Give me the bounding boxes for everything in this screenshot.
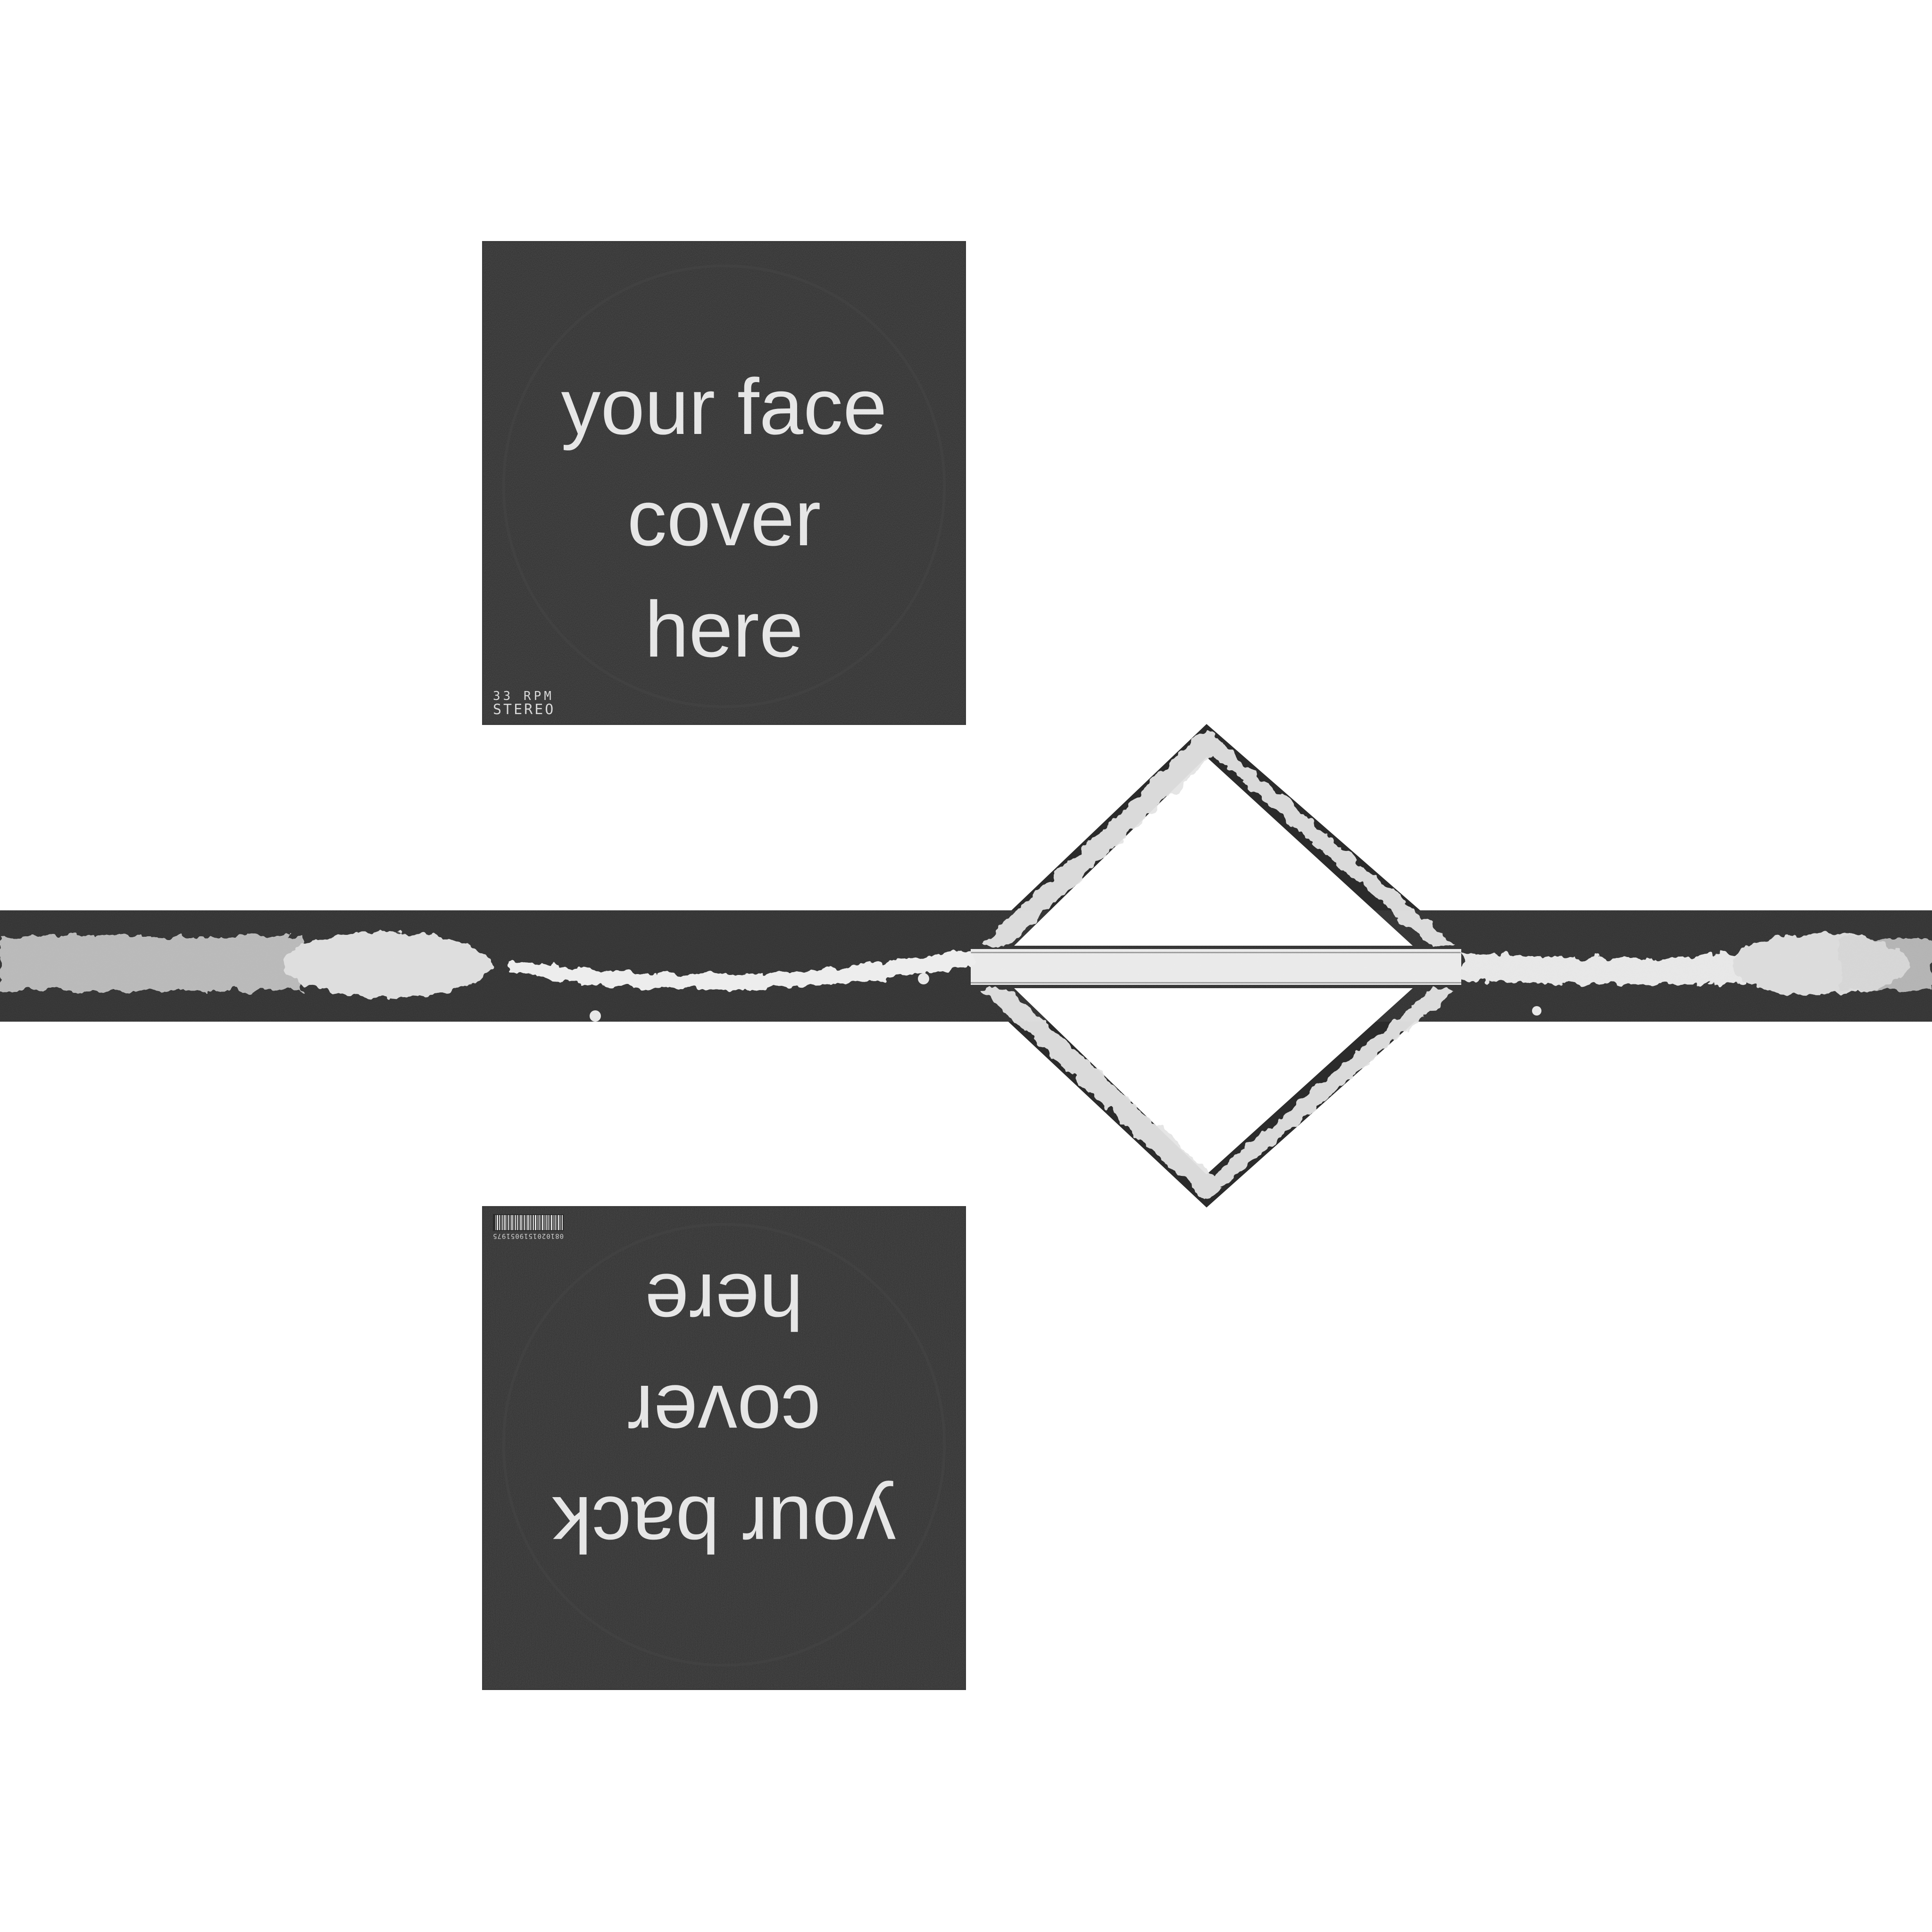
stereo-label: STEREO: [493, 701, 556, 718]
barcode-number: 0810201519051975: [492, 1232, 564, 1240]
rpm-label: 33 RPM: [493, 689, 554, 703]
front-cover-texture: [483, 242, 965, 724]
front-cover-title: your face cover here: [483, 351, 965, 685]
back-cover-texture: [483, 1208, 965, 1689]
title-line: your face: [561, 362, 887, 451]
title-line: cover: [627, 474, 821, 562]
record-ring-wear: [502, 264, 946, 708]
barcode-group-rotated: 0810201519051975: [483, 1208, 965, 1689]
back-cover-placeholder[interactable]: your back cover here 0810201519051975: [482, 1206, 966, 1690]
lower-flap-cutout: [1014, 988, 1413, 1174]
front-cover-placeholder[interactable]: your face cover here 33 RPM STEREO: [482, 241, 966, 725]
flap-paint: [981, 730, 1455, 1200]
upper-flap-cutout: [1014, 757, 1413, 946]
barcode-icon: [493, 1214, 564, 1231]
title-line: here: [644, 585, 804, 674]
record-ring-wear: [502, 1223, 946, 1667]
